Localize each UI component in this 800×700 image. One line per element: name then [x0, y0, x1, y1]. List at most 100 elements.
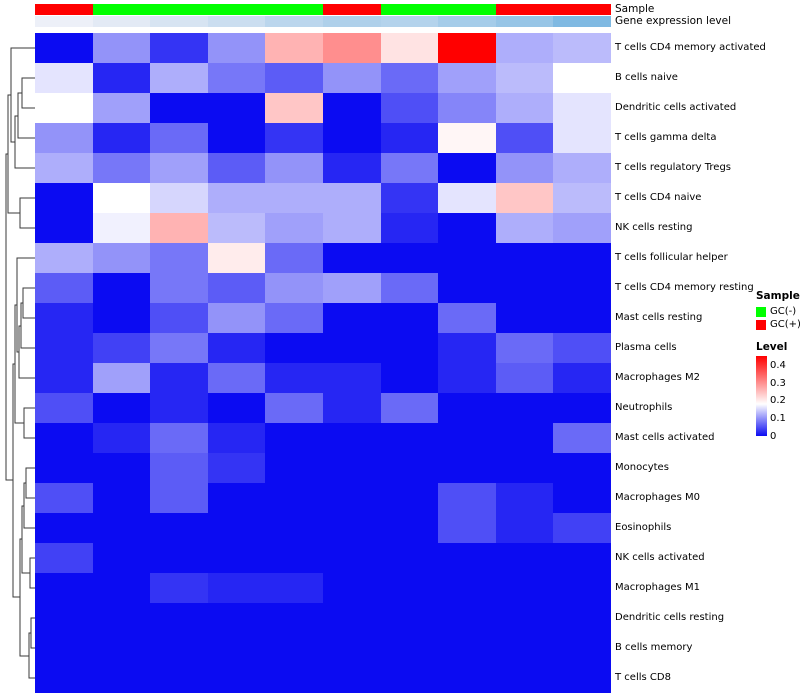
heatmap-cell [438, 363, 496, 393]
sample-annotation-cell [92, 4, 151, 15]
expression-annotation-cell [150, 16, 208, 27]
row-label: T cells follicular helper [615, 252, 728, 263]
heatmap-cell [553, 423, 611, 453]
heatmap-cell [207, 603, 266, 633]
heatmap-cell [438, 483, 496, 513]
row-label: Macrophages M0 [615, 492, 700, 503]
heatmap-cell [438, 513, 496, 543]
heatmap-cell [438, 63, 496, 93]
heatmap-cell [35, 363, 93, 393]
heatmap-cell [380, 483, 439, 513]
heatmap-cell [553, 93, 611, 123]
legend-level-tick: 0.3 [770, 377, 786, 389]
heatmap-cell [495, 603, 554, 633]
heatmap-cell [35, 573, 93, 603]
heatmap-cell [495, 453, 554, 483]
heatmap-cell [495, 123, 554, 153]
heatmap-cell [380, 513, 439, 543]
sample-annotation-cell [265, 4, 323, 15]
expression-annotation-cell [380, 16, 439, 27]
heatmap-cell [265, 123, 323, 153]
heatmap-cell [380, 603, 439, 633]
heatmap-cell [322, 453, 381, 483]
legend-level-tick: 0.1 [770, 413, 786, 425]
expression-annotation-cell [495, 16, 554, 27]
heatmap-cell [380, 273, 439, 303]
heatmap-cell [380, 663, 439, 693]
heatmap-cell [553, 243, 611, 273]
heatmap-cell [207, 663, 266, 693]
row-label: Monocytes [615, 462, 669, 473]
heatmap-cell [92, 243, 151, 273]
heatmap-cell [380, 363, 439, 393]
expression-annotation-cell [92, 16, 151, 27]
heatmap-cell [150, 513, 208, 543]
heatmap-cell [150, 303, 208, 333]
heatmap-cell [92, 423, 151, 453]
row-dendrogram [5, 47, 35, 679]
heatmap-cell [207, 273, 266, 303]
heatmap-cell [553, 543, 611, 573]
heatmap-cell [553, 303, 611, 333]
heatmap-cell [150, 543, 208, 573]
sample-annotation-cell [150, 4, 208, 15]
row-label: T cells gamma delta [615, 132, 717, 143]
heatmap-cell [150, 363, 208, 393]
heatmap-cell [495, 303, 554, 333]
heatmap-cell [35, 183, 93, 213]
heatmap-cell [265, 423, 323, 453]
row-label: Dendritic cells resting [615, 612, 725, 623]
heatmap-cell [265, 453, 323, 483]
heatmap-cell [207, 33, 266, 63]
heatmap-cell [380, 33, 439, 63]
heatmap-cell [265, 363, 323, 393]
heatmap-cell [265, 603, 323, 633]
heatmap-cell [35, 333, 93, 363]
sample-annotation-bar [35, 4, 611, 15]
heatmap-cell [322, 333, 381, 363]
heatmap-cell [265, 183, 323, 213]
heatmap-cell [150, 633, 208, 663]
heatmap-cell [438, 633, 496, 663]
heatmap-cell [553, 573, 611, 603]
heatmap-cell [150, 483, 208, 513]
heatmap-cell [92, 333, 151, 363]
heatmap-cell [92, 633, 151, 663]
heatmap-cell [322, 483, 381, 513]
heatmap-cell [35, 123, 93, 153]
heatmap-cell [438, 123, 496, 153]
heatmap-cell [495, 663, 554, 693]
heatmap-cell [207, 573, 266, 603]
heatmap-cell [438, 303, 496, 333]
heatmap-cell [495, 513, 554, 543]
heatmap-cell [553, 633, 611, 663]
heatmap-cell [150, 63, 208, 93]
heatmap-cell [150, 663, 208, 693]
row-label: B cells memory [615, 642, 693, 653]
heatmap-cell [380, 633, 439, 663]
heatmap-cell [553, 393, 611, 423]
heatmap-cell [265, 93, 323, 123]
heatmap-cell [35, 453, 93, 483]
row-label: Dendritic cells activated [615, 102, 737, 113]
heatmap-cell [495, 633, 554, 663]
heatmap-cell [380, 453, 439, 483]
heatmap-cell [265, 483, 323, 513]
heatmap-cell [553, 153, 611, 183]
heatmap-cell [92, 543, 151, 573]
heatmap-cell [92, 183, 151, 213]
row-label: Plasma cells [615, 342, 677, 353]
heatmap-cell [322, 573, 381, 603]
heatmap-cell [438, 543, 496, 573]
heatmap-cell [322, 633, 381, 663]
heatmap-cell [438, 213, 496, 243]
heatmap-cell [207, 393, 266, 423]
heatmap-cell [322, 303, 381, 333]
heatmap-cell [265, 663, 323, 693]
heatmap-cell [553, 273, 611, 303]
row-label: T cells CD8 [615, 672, 671, 683]
heatmap-cell [380, 123, 439, 153]
heatmap-cell [92, 663, 151, 693]
heatmap-cell [322, 63, 381, 93]
